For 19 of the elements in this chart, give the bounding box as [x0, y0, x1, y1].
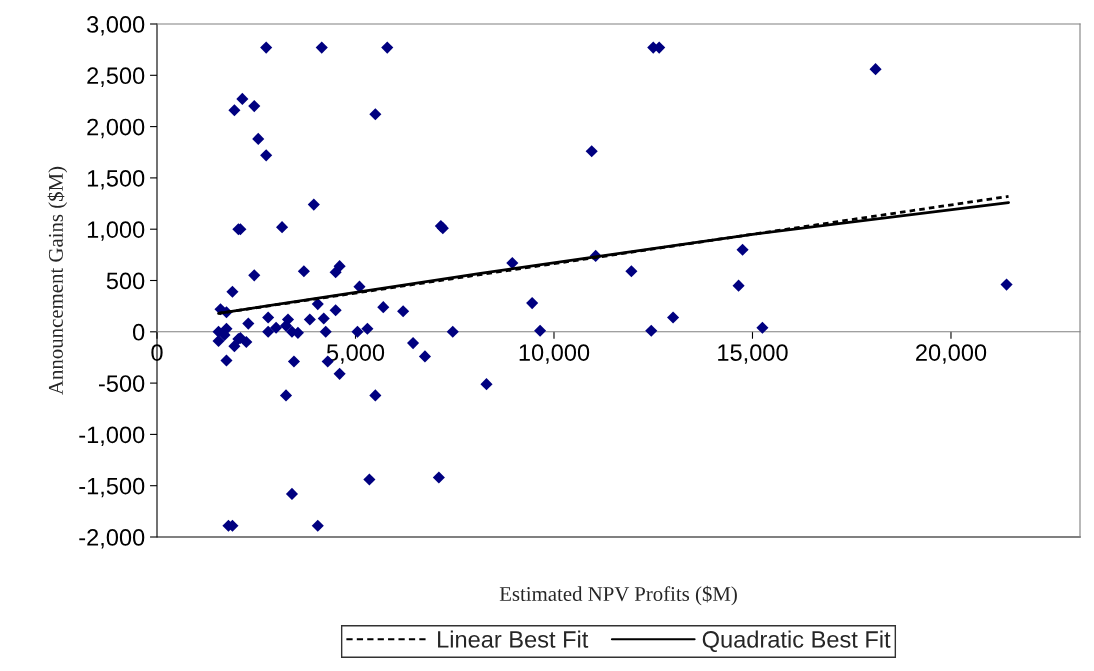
y-tick-label: 2,500: [87, 67, 145, 87]
legend-label: Quadratic Best Fit: [702, 630, 891, 653]
y-tick-label: 3,000: [87, 16, 145, 36]
y-tick-label: -2,000: [79, 529, 145, 549]
y-tick-label: 500: [106, 272, 145, 290]
y-tick-label: 1,500: [87, 169, 145, 190]
y-tick-label: -1,500: [79, 477, 145, 498]
y-tick-label: 2,000: [87, 118, 145, 139]
x-tick-label: 5,000: [326, 344, 385, 364]
y-tick-label: 1,000: [87, 221, 145, 241]
legend-label: Linear Best Fit: [438, 630, 589, 648]
y-tick-label: 0: [132, 323, 145, 341]
y-tick-label: -1,000: [79, 426, 145, 446]
x-axis-title: Estimated NPV Profits ($M): [499, 585, 737, 606]
x-tick-label: 15,000: [718, 344, 788, 364]
x-tick-label: 20,000: [916, 344, 987, 364]
y-tick-label: -500: [98, 375, 145, 392]
y-axis-title: Announcement Gains ($M): [47, 166, 68, 395]
x-tick-label: 10,000: [519, 344, 590, 364]
